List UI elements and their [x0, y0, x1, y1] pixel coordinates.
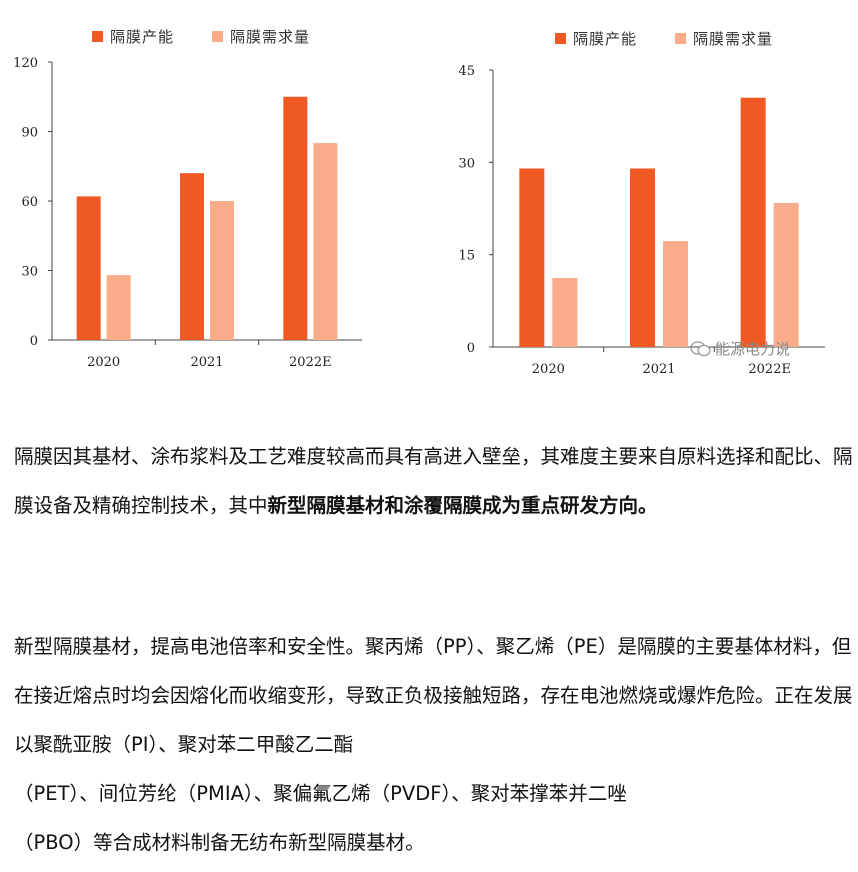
paragraph-2-line-1: 新型隔膜基材，提高电池倍率和安全性。聚丙烯（PP）、聚乙烯（PE）是隔膜的主要基… — [14, 635, 853, 756]
paragraph-2-line-2: （PET）、间位芳纶（PMIA）、聚偏氟乙烯（PVDF）、聚对苯撑苯并二唑 — [14, 782, 627, 805]
watermark: 能源电力说 — [690, 338, 790, 359]
chart1-bar-demand-2020 — [106, 275, 131, 340]
wechat-icon — [690, 340, 712, 357]
chart2-bar-demand-2022E — [773, 202, 799, 347]
chart2-bar-demand-2021 — [663, 241, 688, 347]
paragraph-1-bold: 新型隔膜基材和涂覆隔膜成为重点研发方向。 — [267, 494, 658, 517]
chart2-x-tick-label-2020: 2020 — [532, 362, 565, 377]
chart2-bar-capacity-2020 — [519, 168, 545, 347]
chart2-bar-demand-2020 — [552, 278, 578, 347]
chart1-legend-label-1: 隔膜需求量 — [230, 28, 310, 46]
bar-chart-2-svg: 隔膜产能 隔膜需求量 0 15 30 45 2020 2021 2022E — [458, 30, 825, 377]
chart1-bar-demand-2022E — [313, 143, 338, 340]
watermark-text: 能源电力说 — [715, 340, 791, 358]
paragraph-2-line-3: （PBO）等合成材料制备无纺布新型隔膜基材。 — [14, 831, 425, 854]
chart1-bar-capacity-2022E — [283, 96, 308, 340]
chart1-y-tick-label-3: 90 — [21, 126, 38, 141]
paragraph-2: 新型隔膜基材，提高电池倍率和安全性。聚丙烯（PP）、聚乙烯（PE）是隔膜的主要基… — [14, 622, 854, 867]
chart2-legend-swatch-1 — [675, 33, 686, 44]
chart1-y-tick-label-1: 30 — [21, 265, 38, 280]
bar-chart-1-svg: 隔膜产能 隔膜需求量 0 30 60 90 120 2020 2021 2022E — [13, 28, 362, 370]
chart2-x-tick-label-2021: 2021 — [642, 362, 675, 377]
chart2-x-tick-label-2022E: 2022E — [748, 362, 791, 377]
chart1-bar-demand-2021 — [210, 201, 234, 340]
chart1-y-tick-label-0: 0 — [30, 334, 38, 349]
chart1-x-tick-label-2022E: 2022E — [289, 355, 332, 370]
chart1-x-tick-label-2021: 2021 — [190, 355, 223, 370]
chart2-legend-label-1: 隔膜需求量 — [693, 30, 773, 48]
chart2-bar-capacity-2021 — [630, 168, 655, 347]
chart1-bar-capacity-2020 — [76, 196, 101, 340]
chart1-legend-swatch-0 — [92, 31, 103, 42]
chart2-legend-label-0: 隔膜产能 — [573, 30, 637, 48]
chart1-bar-capacity-2021 — [180, 173, 204, 340]
capacity-demand-chart-2: 隔膜产能 隔膜需求量 0 15 30 45 2020 2021 2022E — [425, 0, 858, 400]
paragraph-1: 隔膜因其基材、涂布浆料及工艺难度较高而具有高进入壁垒，其难度主要来自原料选择和配… — [14, 432, 854, 530]
chart2-y-tick-label-3: 45 — [458, 64, 475, 79]
chart1-legend-swatch-1 — [212, 31, 223, 42]
chart1-legend-label-0: 隔膜产能 — [110, 28, 174, 46]
paragraph-1-text: 隔膜因其基材、涂布浆料及工艺难度较高而具有高进入壁垒，其难度主要来自原料选择和配… — [14, 445, 853, 517]
chart1-y-tick-label-2: 60 — [21, 195, 38, 210]
chart2-bar-capacity-2022E — [740, 97, 766, 347]
capacity-demand-chart-1: 隔膜产能 隔膜需求量 0 30 60 90 120 2020 2021 2022E — [0, 0, 420, 400]
chart1-y-tick-label-4: 120 — [13, 56, 38, 71]
chart2-legend-swatch-0 — [555, 33, 566, 44]
chart2-y-tick-label-1: 15 — [458, 249, 475, 264]
chart1-x-tick-label-2020: 2020 — [87, 355, 120, 370]
chart2-y-tick-label-0: 0 — [467, 341, 475, 356]
chart2-y-tick-label-2: 30 — [458, 156, 475, 171]
